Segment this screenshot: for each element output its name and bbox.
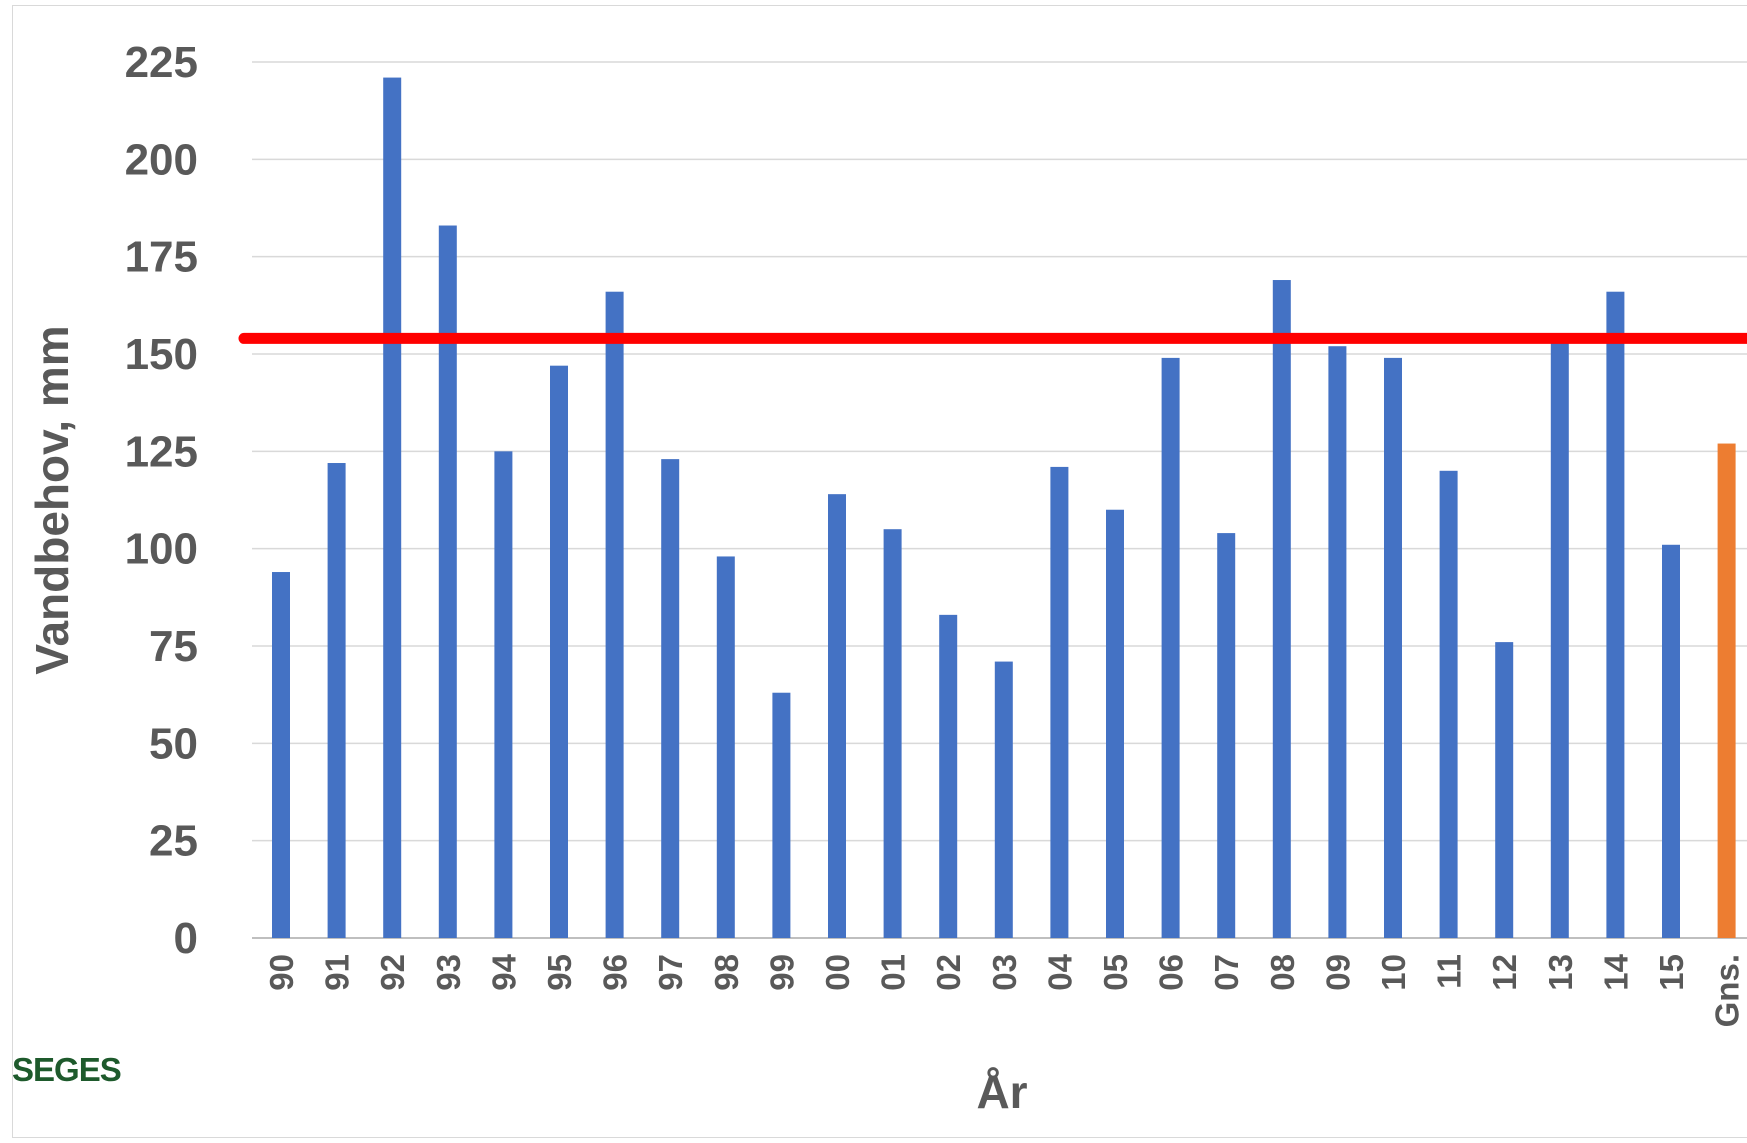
chart-frame (12, 5, 1747, 1138)
year-bar (327, 463, 346, 938)
year-bar (1495, 642, 1514, 938)
year-bar (1217, 533, 1236, 938)
x-tick-label: 15 (1653, 954, 1690, 991)
year-bar (1272, 280, 1291, 938)
y-tick-label: 175 (125, 233, 198, 282)
year-bar (939, 614, 958, 938)
y-tick-label: 100 (125, 525, 198, 574)
year-bar (494, 451, 513, 938)
year-bar (1050, 466, 1069, 938)
year-bar (272, 572, 290, 938)
x-tick-label: 02 (930, 954, 967, 991)
x-tick-label: 97 (652, 954, 689, 991)
year-bar (1161, 357, 1180, 939)
year-bar (1662, 544, 1680, 938)
x-tick-label: Gns. (1709, 954, 1746, 1027)
x-tick-label: 92 (374, 954, 411, 991)
year-bar (828, 494, 846, 938)
y-tick-label: 25 (149, 817, 198, 866)
y-tick-label: 150 (125, 330, 198, 379)
x-tick-label: 08 (1264, 954, 1301, 991)
year-bar (550, 365, 568, 938)
x-tick-label: 12 (1486, 954, 1523, 991)
year-bar (1550, 342, 1569, 938)
x-tick-label: 03 (986, 954, 1023, 991)
year-bar (716, 556, 735, 938)
x-tick-label: 10 (1375, 954, 1412, 991)
year-bar (1106, 509, 1124, 938)
y-tick-label: 225 (125, 38, 198, 87)
year-bar (605, 291, 624, 938)
y-axis-ticks: 0 25 50 75 100 125 150 175 200 225 (125, 38, 198, 963)
average-bar (1717, 443, 1736, 938)
year-bar (772, 692, 791, 938)
y-tick-label: 50 (149, 719, 198, 768)
x-tick-label: 04 (1041, 953, 1078, 990)
year-bar (883, 529, 902, 938)
y-tick-label: 75 (149, 622, 198, 671)
y-tick-label: 125 (125, 427, 198, 476)
x-tick-label: 00 (819, 954, 856, 991)
x-tick-label: 13 (1542, 954, 1579, 991)
seges-logo: SEGES (12, 1051, 121, 1088)
year-bar (1439, 470, 1458, 938)
x-tick-label: 09 (1319, 954, 1356, 991)
x-tick-label: 06 (1153, 954, 1190, 991)
year-bar (383, 77, 402, 938)
x-tick-label: 95 (541, 954, 578, 991)
year-bar (661, 459, 680, 938)
year-bar (438, 225, 457, 938)
x-tick-label: 99 (763, 954, 800, 991)
x-axis-ticks: 90 91 92 93 94 95 96 97 98 99 00 01 02 03 04 05 06 07 08 09… (263, 953, 1746, 1027)
x-tick-label: 07 (1208, 954, 1245, 991)
year-bar (1384, 357, 1402, 939)
x-tick-label: 91 (319, 954, 356, 991)
y-tick-label: 200 (125, 135, 198, 184)
x-tick-label: 94 (485, 953, 522, 990)
year-bar (1606, 291, 1625, 938)
bars (272, 77, 1736, 939)
x-tick-label: 05 (1097, 954, 1134, 991)
x-tick-label: 90 (263, 954, 300, 991)
year-bar (994, 661, 1013, 938)
x-tick-label: 96 (597, 954, 634, 991)
x-axis-title: År (976, 1066, 1027, 1118)
y-axis-title: Vandbehov, mm (26, 325, 78, 674)
x-tick-label: 98 (708, 954, 745, 991)
x-tick-label: 01 (875, 954, 912, 991)
y-tick-label: 0 (174, 914, 198, 963)
year-bar (1328, 346, 1347, 938)
x-tick-label: 93 (430, 954, 467, 991)
x-tick-label: 14 (1597, 953, 1634, 990)
x-tick-label: 11 (1431, 954, 1468, 989)
